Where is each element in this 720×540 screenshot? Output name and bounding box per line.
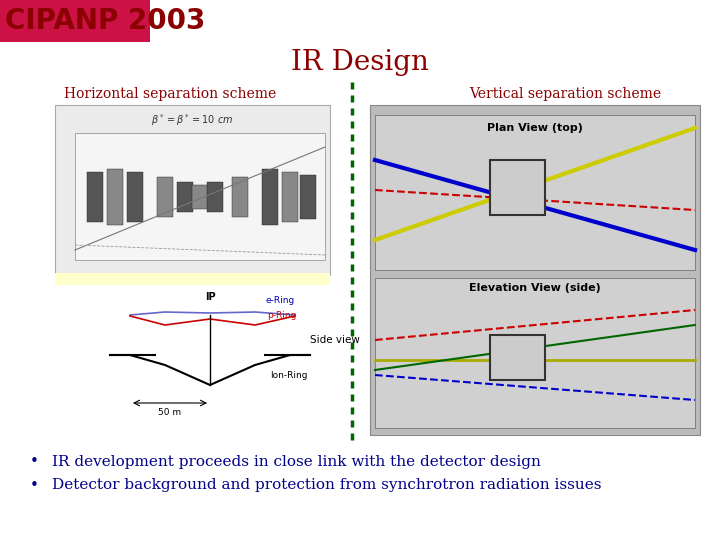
Bar bbox=[87, 172, 103, 222]
Text: IP: IP bbox=[204, 292, 215, 302]
Text: Horizontal separation scheme: Horizontal separation scheme bbox=[64, 87, 276, 101]
Text: Detector background and protection from synchrotron radiation issues: Detector background and protection from … bbox=[52, 478, 601, 492]
Text: IR Design: IR Design bbox=[291, 49, 429, 76]
Bar bbox=[157, 177, 173, 217]
Text: •: • bbox=[30, 455, 39, 469]
Text: Ion-Ring: Ion-Ring bbox=[270, 371, 307, 380]
Bar bbox=[192, 185, 208, 209]
Text: •: • bbox=[30, 477, 39, 492]
Text: e-Ring: e-Ring bbox=[265, 296, 294, 305]
Bar bbox=[107, 169, 123, 225]
Bar bbox=[490, 335, 545, 380]
Bar bbox=[282, 172, 298, 222]
Bar bbox=[55, 105, 330, 275]
Text: Side view: Side view bbox=[310, 335, 360, 345]
Text: p-Ring: p-Ring bbox=[267, 311, 297, 320]
Bar bbox=[300, 175, 316, 219]
Text: Plan View (top): Plan View (top) bbox=[487, 123, 583, 133]
Text: $\beta^* = \beta^* = 10$ cm: $\beta^* = \beta^* = 10$ cm bbox=[150, 112, 233, 128]
Bar bbox=[0, 0, 150, 42]
Bar bbox=[75, 133, 325, 260]
Bar bbox=[490, 160, 545, 215]
Text: CIPANP 2003: CIPANP 2003 bbox=[5, 7, 205, 35]
Bar bbox=[207, 182, 223, 212]
Bar bbox=[177, 182, 193, 212]
Text: IR development proceeds in close link with the detector design: IR development proceeds in close link wi… bbox=[52, 455, 541, 469]
Text: Vertical separation scheme: Vertical separation scheme bbox=[469, 87, 661, 101]
Bar bbox=[370, 105, 700, 435]
Bar bbox=[375, 278, 695, 428]
Bar bbox=[55, 273, 330, 285]
Bar bbox=[232, 177, 248, 217]
Bar bbox=[127, 172, 143, 222]
Text: Elevation View (side): Elevation View (side) bbox=[469, 283, 601, 293]
Bar bbox=[262, 169, 278, 225]
Bar bbox=[375, 115, 695, 270]
Text: 50 m: 50 m bbox=[158, 408, 181, 417]
